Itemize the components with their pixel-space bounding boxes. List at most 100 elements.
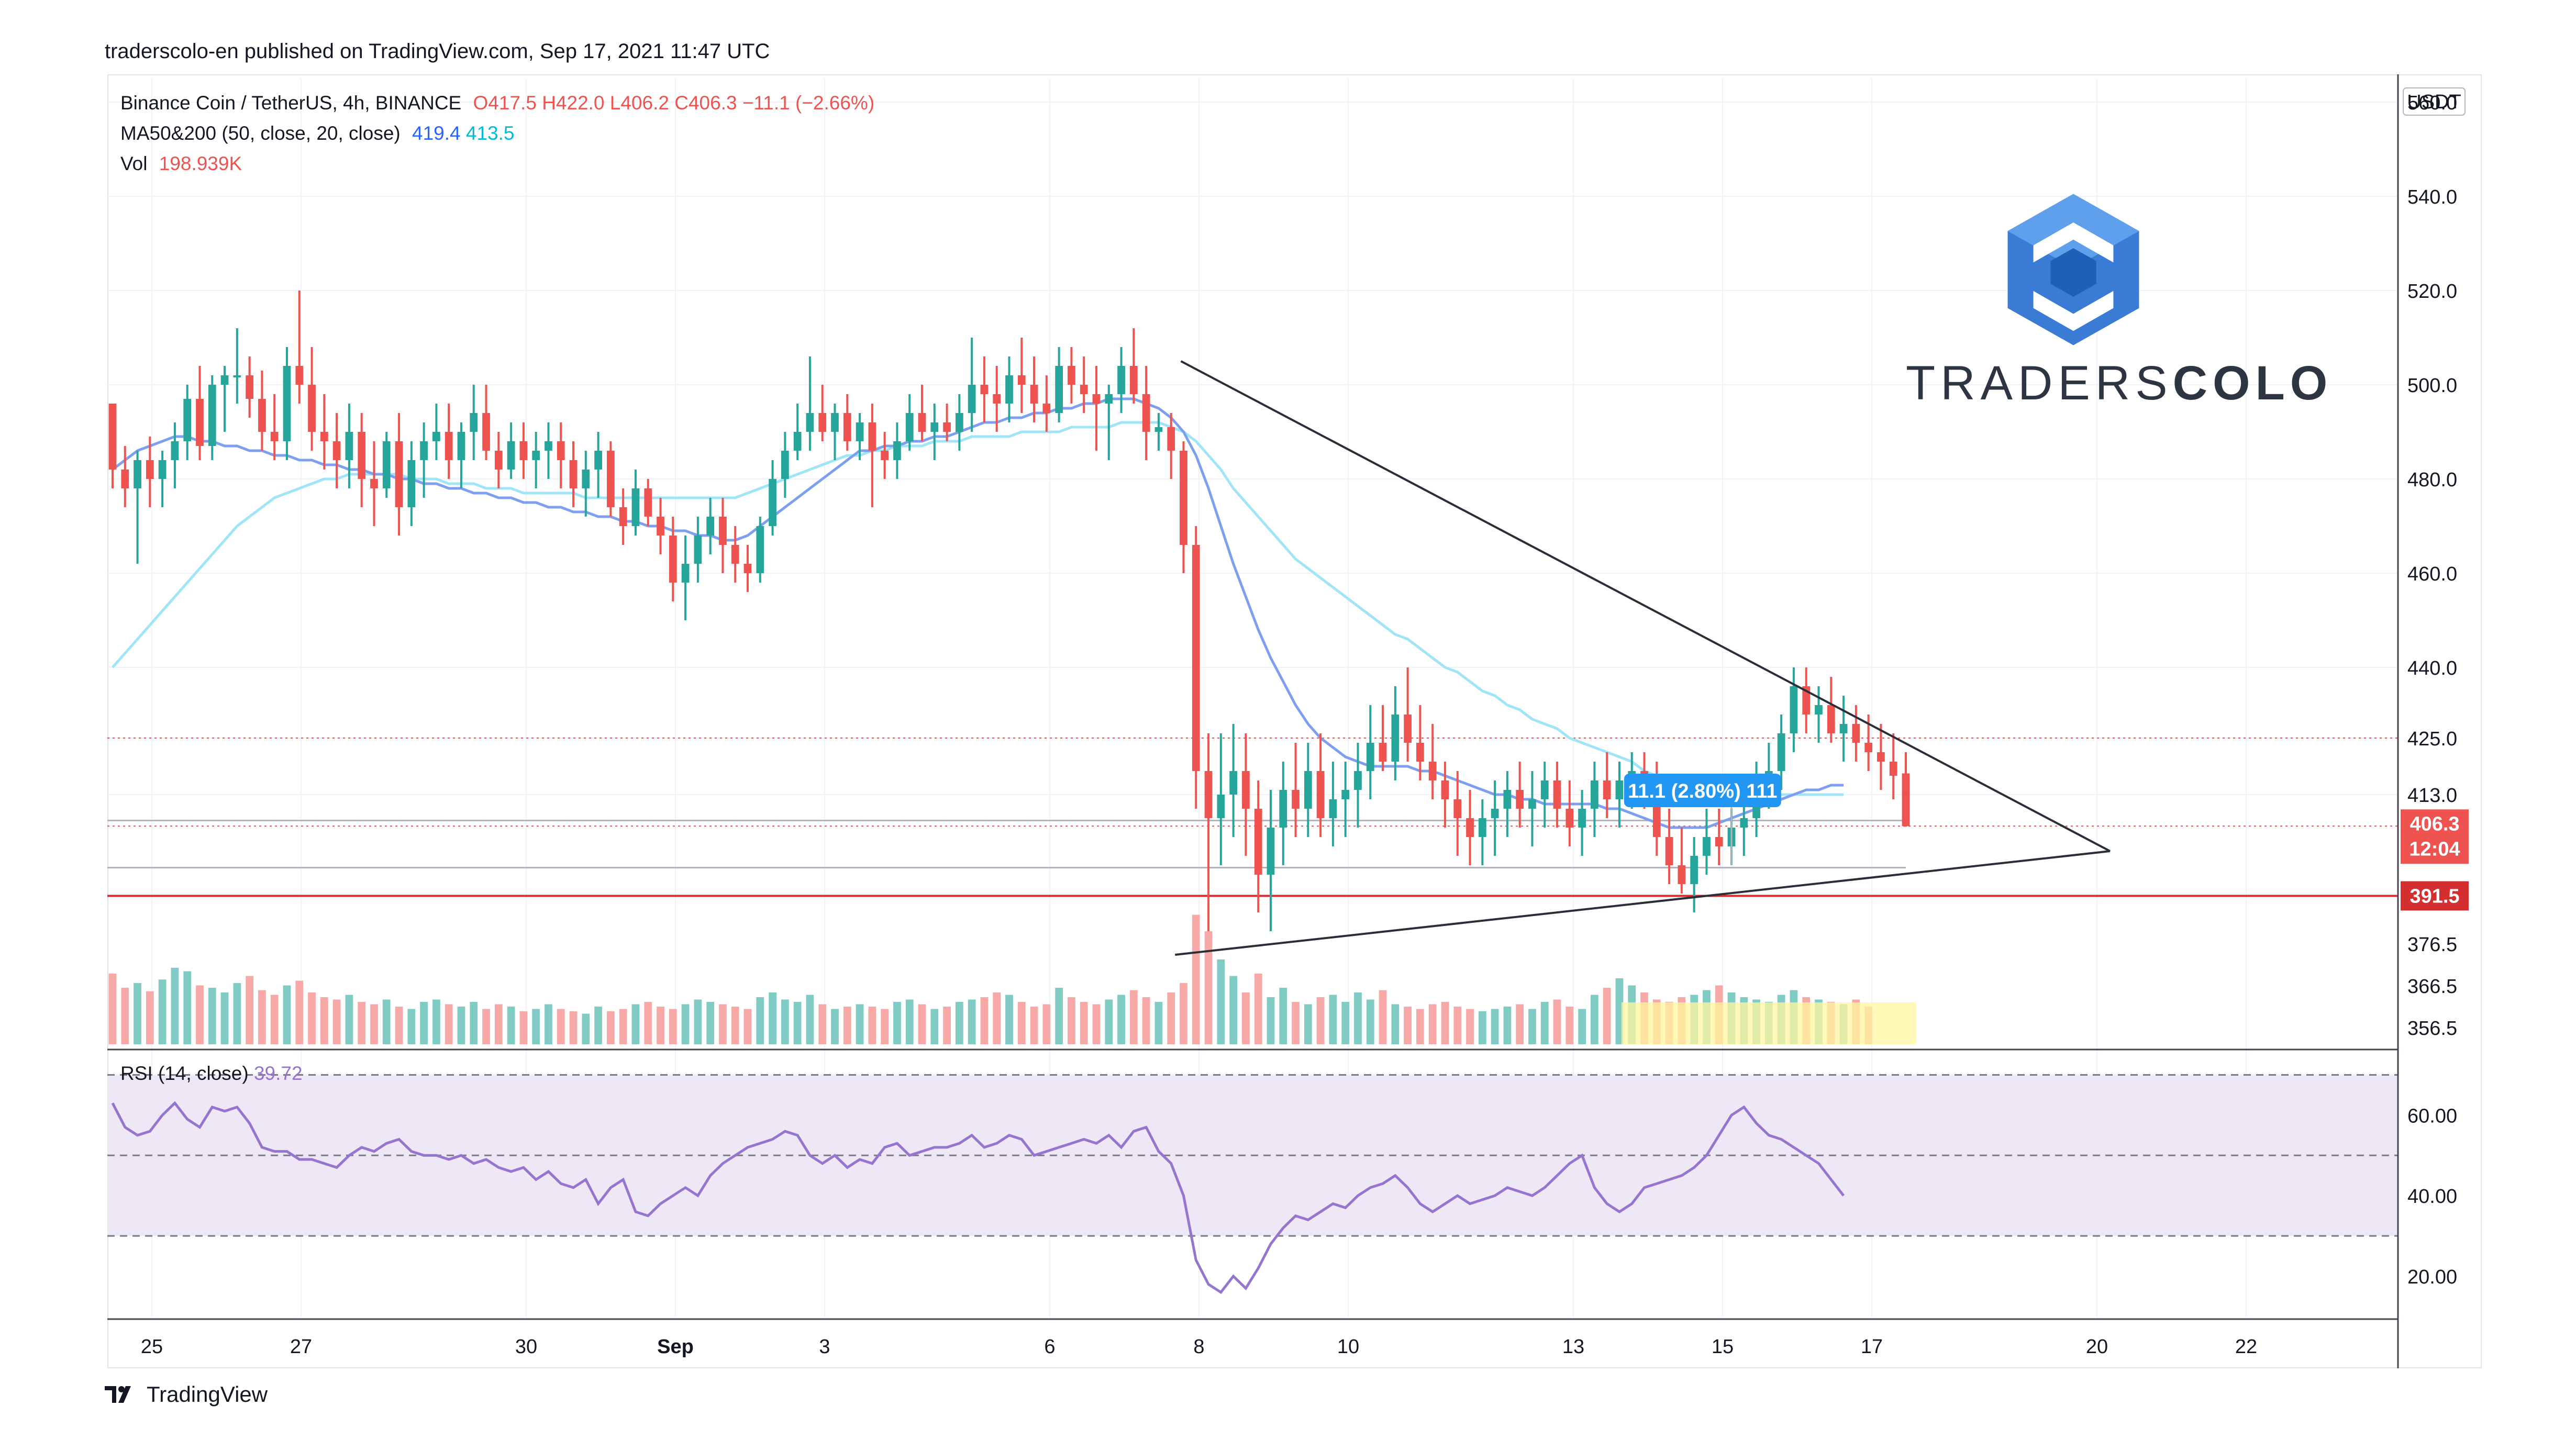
candle [1254, 780, 1262, 912]
volume-bar [370, 1004, 378, 1044]
volume-bar [445, 1004, 453, 1044]
candle [1852, 705, 1860, 762]
candle-body [1678, 865, 1686, 884]
volume-bar [1603, 988, 1611, 1044]
candle-body [494, 451, 503, 470]
candle [445, 404, 453, 479]
volume-bar [980, 997, 989, 1044]
volume-bar [781, 999, 789, 1044]
volume-bar [1105, 999, 1113, 1044]
candle-body [1217, 795, 1225, 818]
rsi-tick-label: 60.00 [2407, 1105, 2457, 1127]
candle-body [1242, 771, 1250, 809]
rsi-legend[interactable]: RSI (14, close) 39.72 [120, 1063, 303, 1085]
candle [507, 422, 515, 479]
candle-body [557, 441, 565, 460]
volume-bar [594, 1007, 602, 1044]
candle [1740, 799, 1748, 856]
candle-body [532, 451, 540, 460]
price-tick-label: 560.0 [2407, 92, 2457, 114]
time-tick-label: 8 [1193, 1336, 1204, 1358]
candle [1105, 385, 1113, 460]
candle-body [1503, 790, 1512, 809]
volume-bar [258, 990, 266, 1044]
candle [121, 446, 129, 507]
last-price-tag [2401, 809, 2469, 864]
volume-bar [769, 992, 776, 1044]
candle [1703, 809, 1711, 875]
candle [395, 413, 403, 535]
candle-body [1117, 366, 1125, 394]
volume-bar [968, 999, 976, 1044]
candle-body [382, 441, 391, 488]
volume-bar [1055, 988, 1063, 1044]
legend-ma-row[interactable]: MA50&200 (50, close, 20, close) 419.4 41… [120, 118, 874, 149]
volume-bar [1565, 1007, 1574, 1044]
candle [183, 385, 192, 460]
legend-vol-row[interactable]: Vol 198.939K [120, 149, 874, 179]
volume-bar [295, 980, 304, 1044]
candle [1292, 743, 1300, 837]
candle [769, 460, 776, 535]
price-tick-label: 480.0 [2407, 469, 2457, 491]
time-tick-label: 6 [1044, 1336, 1055, 1358]
candle-body [1740, 818, 1748, 828]
candle-body [943, 422, 951, 432]
volume-bar [905, 999, 914, 1044]
volume-bar [1042, 1004, 1051, 1044]
volume-bar [1092, 1004, 1101, 1044]
volume-bar [283, 985, 291, 1044]
candle [420, 422, 428, 498]
candle-body [582, 470, 590, 488]
candle [1591, 762, 1598, 837]
price-tick-label: 520.0 [2407, 281, 2457, 303]
price-tick-label: 540.0 [2407, 186, 2457, 208]
price-tick-label: 413.0 [2407, 785, 2457, 807]
candle-body [1154, 427, 1163, 432]
candle [1839, 696, 1848, 762]
volume-bar [308, 992, 316, 1044]
volume-bar [706, 1002, 715, 1044]
candle [806, 356, 814, 451]
tradingview-footer[interactable]: TradingView [105, 1382, 268, 1407]
candle-body [856, 422, 864, 441]
volume-bar [196, 985, 204, 1044]
candle [1678, 828, 1686, 894]
candle [1030, 356, 1038, 422]
candle [943, 404, 951, 441]
candle [233, 328, 241, 404]
ohlc-open: O417.5 [473, 92, 537, 114]
volume-bar [1341, 1002, 1350, 1044]
candle [1715, 809, 1723, 865]
candle [1777, 715, 1785, 790]
candle-body [1105, 394, 1113, 404]
candle [470, 385, 478, 460]
volume-bar [1316, 997, 1325, 1044]
volume-bar [1229, 976, 1237, 1044]
volume-bar [208, 988, 216, 1044]
candle-body [1304, 771, 1312, 809]
candle [1466, 790, 1474, 865]
candle-body [108, 404, 117, 470]
volume-bar [1068, 997, 1075, 1044]
candle [196, 366, 204, 460]
candle [407, 441, 416, 526]
candle-body [519, 441, 528, 460]
volume-bar [1540, 1002, 1549, 1044]
candle-body [420, 441, 428, 460]
volume-bar [1428, 1004, 1437, 1044]
candle [669, 517, 677, 601]
volume-bar [1142, 997, 1150, 1044]
volume-bar [731, 1007, 739, 1044]
time-tick-label: Sep [657, 1336, 694, 1358]
candle-body [345, 432, 353, 460]
candle [756, 517, 764, 583]
candle-body [657, 517, 664, 535]
legend-symbol-row[interactable]: Binance Coin / TetherUS, 4h, BINANCE O41… [120, 88, 874, 118]
volume-bar [270, 995, 279, 1044]
candle-body [258, 399, 266, 432]
candle-body [1005, 375, 1013, 404]
candle-body [1591, 780, 1598, 809]
candle-body [220, 375, 229, 385]
